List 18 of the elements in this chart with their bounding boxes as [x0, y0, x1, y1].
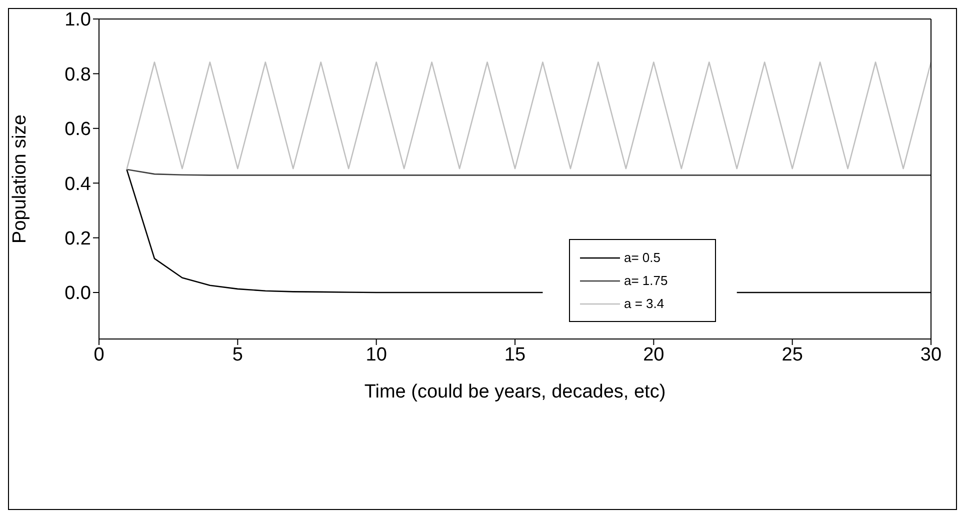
legend-label: a= 0.5: [624, 250, 661, 265]
x-tick-label: 0: [94, 344, 104, 366]
x-tick-label: 15: [504, 344, 526, 366]
x-tick-label: 25: [782, 344, 803, 366]
x-tick-label: 20: [643, 344, 664, 366]
x-tick-label: 5: [232, 344, 243, 366]
x-axis-title: Time (could be years, decades, etc): [364, 381, 666, 402]
legend-label: a = 3.4: [624, 296, 664, 311]
x-tick-label: 30: [920, 344, 942, 366]
y-tick-label: 1.0: [64, 10, 91, 31]
legend-label: a= 1.75: [624, 273, 668, 288]
x-tick-label: 10: [366, 344, 387, 366]
y-tick-label: 0.6: [64, 119, 91, 140]
y-tick-label: 0.8: [64, 64, 91, 86]
y-tick-label: 0.0: [64, 283, 91, 304]
y-axis-title: Population size: [10, 114, 31, 244]
y-tick-label: 0.4: [64, 174, 92, 195]
y-tick-label: 0.2: [64, 228, 91, 250]
